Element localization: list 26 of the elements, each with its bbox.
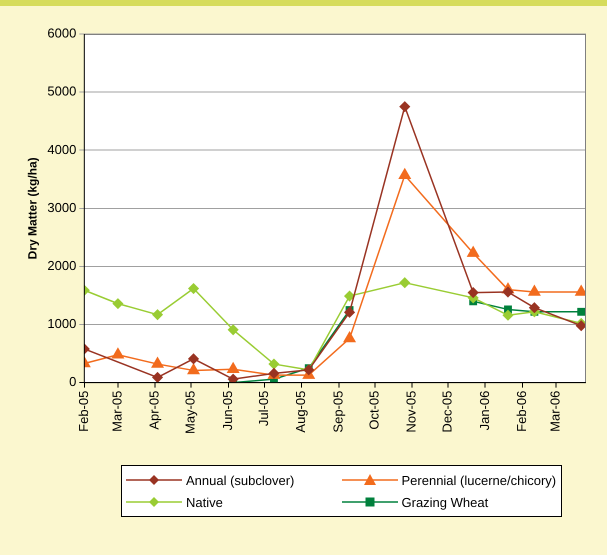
y-tick-label: 6000 [47,26,76,41]
y-tick-label: 3000 [47,200,76,215]
x-tick-label: Sep-05 [330,390,346,433]
y-tick-label: 4000 [47,142,76,157]
x-tick-label: Jul-05 [256,390,271,426]
x-tick-label: Feb-05 [76,390,91,432]
legend-label: Perennial (lucerne/chicory) [402,472,556,488]
x-tick-label: Jun-05 [220,390,235,430]
y-tick-label: 1000 [47,316,76,332]
x-tick-label: Nov-05 [404,390,419,433]
x-tick-label: Mar-05 [110,390,125,432]
x-tick-label: Apr-05 [146,390,162,430]
x-tick-label: Jan-06 [476,390,492,430]
x-tick-label: Dec-05 [440,390,455,433]
y-axis-title: Dry Matter (kg/ha) [26,157,40,260]
legend-label: Annual (subclover) [186,472,294,488]
x-tick-label: May-05 [182,390,198,434]
x-tick-label: Feb-06 [514,390,529,432]
y-tick-label: 5000 [47,84,76,99]
x-tick-label: Aug-05 [293,390,308,433]
legend-label: Native [186,494,223,510]
y-tick-label: 0 [69,374,76,390]
y-tick-label: 2000 [47,258,76,274]
x-tick-label: Oct-05 [366,390,382,430]
legend-label: Grazing Wheat [402,494,488,510]
x-tick-label: Mar-06 [548,390,563,432]
